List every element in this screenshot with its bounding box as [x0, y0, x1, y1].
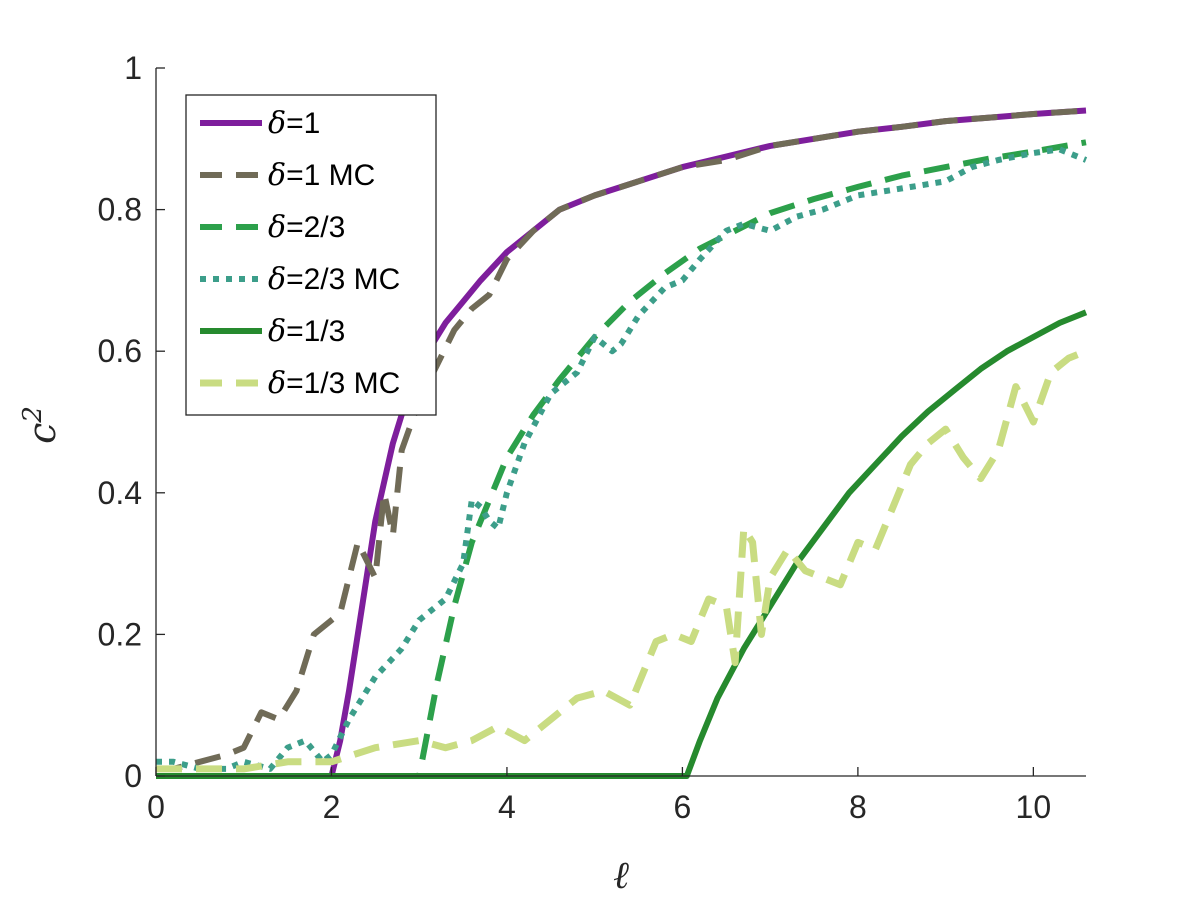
legend-label-delta-1-mc: δ=1 MC: [268, 158, 375, 193]
legend-label-delta-2-3: δ=2/3: [268, 210, 345, 245]
x-tick-label: 6: [674, 789, 692, 825]
x-tick-label: 10: [1016, 789, 1052, 825]
series-line-delta-2-3: [156, 139, 1087, 779]
legend-label-text: =1 MC: [286, 159, 375, 192]
y-axis-title: c2: [18, 406, 64, 444]
legend-label-symbol: δ: [268, 366, 286, 401]
y-tick-label: 1: [124, 50, 142, 86]
legend-label-text: =1: [286, 107, 320, 140]
x-tick-label: 4: [498, 789, 516, 825]
x-tick-label: 8: [849, 789, 867, 825]
legend-label-text: =2/3 MC: [286, 263, 400, 296]
legend-label-delta-1-3-mc: δ=1/3 MC: [268, 366, 400, 401]
y-tick-label: 0.6: [98, 333, 142, 369]
legend-label-symbol: δ: [268, 314, 286, 349]
series-line-delta-1-3-mc: [156, 347, 1088, 773]
x-tick-label: 0: [147, 789, 165, 825]
series-line-delta-1-mc: [156, 107, 1087, 772]
legend-label-symbol: δ: [268, 210, 286, 245]
legend-label-delta-1-3: δ=1/3: [268, 314, 345, 349]
y-tick-label: 0.8: [98, 192, 142, 228]
x-tick-label: 2: [323, 789, 341, 825]
legend-label-text: =1/3: [286, 315, 345, 348]
legend-label-text: =1/3 MC: [286, 367, 400, 400]
ticks-layer: 0 2 4 6 8 10 0 0.2 0.4 0.6 0.8 1: [98, 50, 1052, 825]
y-axis-title-exponent: 2: [18, 406, 48, 424]
legend-label-delta-2-3-mc: δ=2/3 MC: [268, 262, 400, 297]
legend-label-symbol: δ: [268, 158, 286, 193]
y-tick-label: 0: [124, 758, 142, 794]
series-layer: [156, 107, 1088, 779]
y-tick-label: 0.2: [98, 616, 142, 652]
legend: δ=1δ=1 MCδ=2/3δ=2/3 MCδ=1/3δ=1/3 MC: [185, 94, 437, 416]
y-tick-label: 0.4: [98, 475, 142, 511]
x-axis-title: ℓ: [613, 853, 629, 897]
legend-label-delta-1: δ=1: [268, 106, 320, 141]
y-axis-title-base: c: [20, 423, 64, 444]
legend-box: [185, 94, 437, 416]
legend-label-symbol: δ: [268, 106, 286, 141]
legend-label-symbol: δ: [268, 262, 286, 297]
series-line-delta-1-3: [156, 309, 1088, 779]
legend-label-text: =2/3: [286, 211, 345, 244]
axes-layer: [155, 68, 1086, 777]
